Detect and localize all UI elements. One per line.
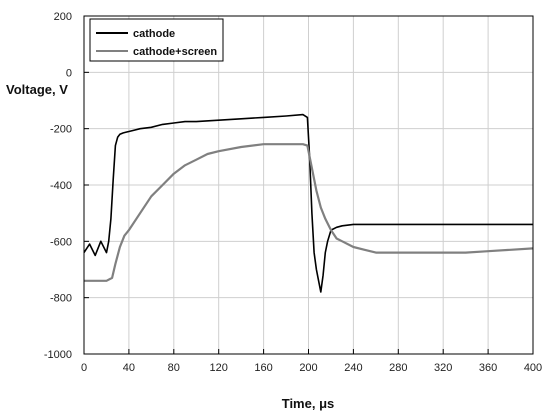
x-tick-label: 0 xyxy=(81,362,87,374)
x-tick-label: 320 xyxy=(434,362,452,374)
y-tick-label: -400 xyxy=(50,180,72,192)
y-tick-label: 200 xyxy=(54,11,72,23)
y-tick-label: 0 xyxy=(66,67,72,79)
plot-frame xyxy=(83,15,534,355)
y-tick-labels: 200 0 -200 -400 -600 -800 -1000 xyxy=(44,11,72,361)
x-tick-label: 40 xyxy=(123,362,135,374)
legend-label-cathode-screen: cathode+screen xyxy=(133,46,217,58)
x-tick-label: 120 xyxy=(210,362,228,374)
series-lines xyxy=(83,113,534,293)
series-line-cathode xyxy=(83,113,533,293)
x-tick-label: 160 xyxy=(254,362,272,374)
y-tick-label: -1000 xyxy=(44,349,72,361)
legend-label-cathode: cathode xyxy=(133,28,175,40)
x-tick-label: 280 xyxy=(389,362,407,374)
x-tick-label: 400 xyxy=(524,362,542,374)
x-tick-labels: 0 40 80 120 160 200 240 280 320 360 400 xyxy=(81,362,542,374)
y-axis-label: Voltage, V xyxy=(6,82,68,97)
x-axis-label: Time, μs xyxy=(282,396,335,411)
x-tick-label: 80 xyxy=(168,362,180,374)
legend-box xyxy=(89,18,224,62)
y-tick-label: -600 xyxy=(50,236,72,248)
x-tick-label: 360 xyxy=(479,362,497,374)
x-tick-label: 240 xyxy=(344,362,362,374)
y-tick-label: -200 xyxy=(50,124,72,136)
legend: cathode cathode+screen xyxy=(89,18,224,62)
x-tick-label: 200 xyxy=(299,362,317,374)
series-line-cathode-screen xyxy=(84,143,534,282)
y-tick-label: -800 xyxy=(50,293,72,305)
grid-lines xyxy=(84,16,533,354)
